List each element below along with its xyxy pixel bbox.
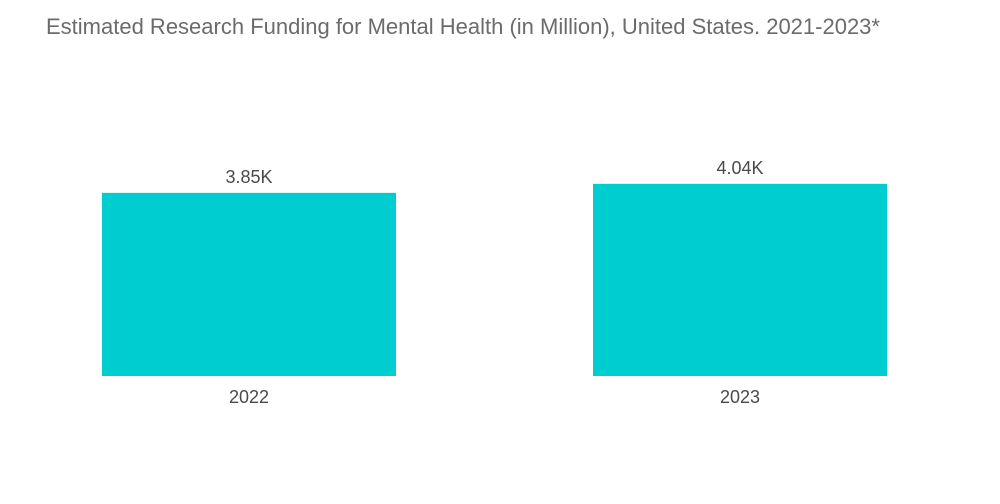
chart-title: Estimated Research Funding for Mental He… <box>46 14 880 39</box>
bar-2022 <box>102 192 396 376</box>
value-label-2022: 3.85K <box>225 167 272 187</box>
x-tick-label-2023: 2023 <box>720 387 760 407</box>
x-tick-label-2022: 2022 <box>229 387 269 407</box>
value-label-2023: 4.04K <box>716 158 763 178</box>
bar-2023 <box>593 183 887 376</box>
